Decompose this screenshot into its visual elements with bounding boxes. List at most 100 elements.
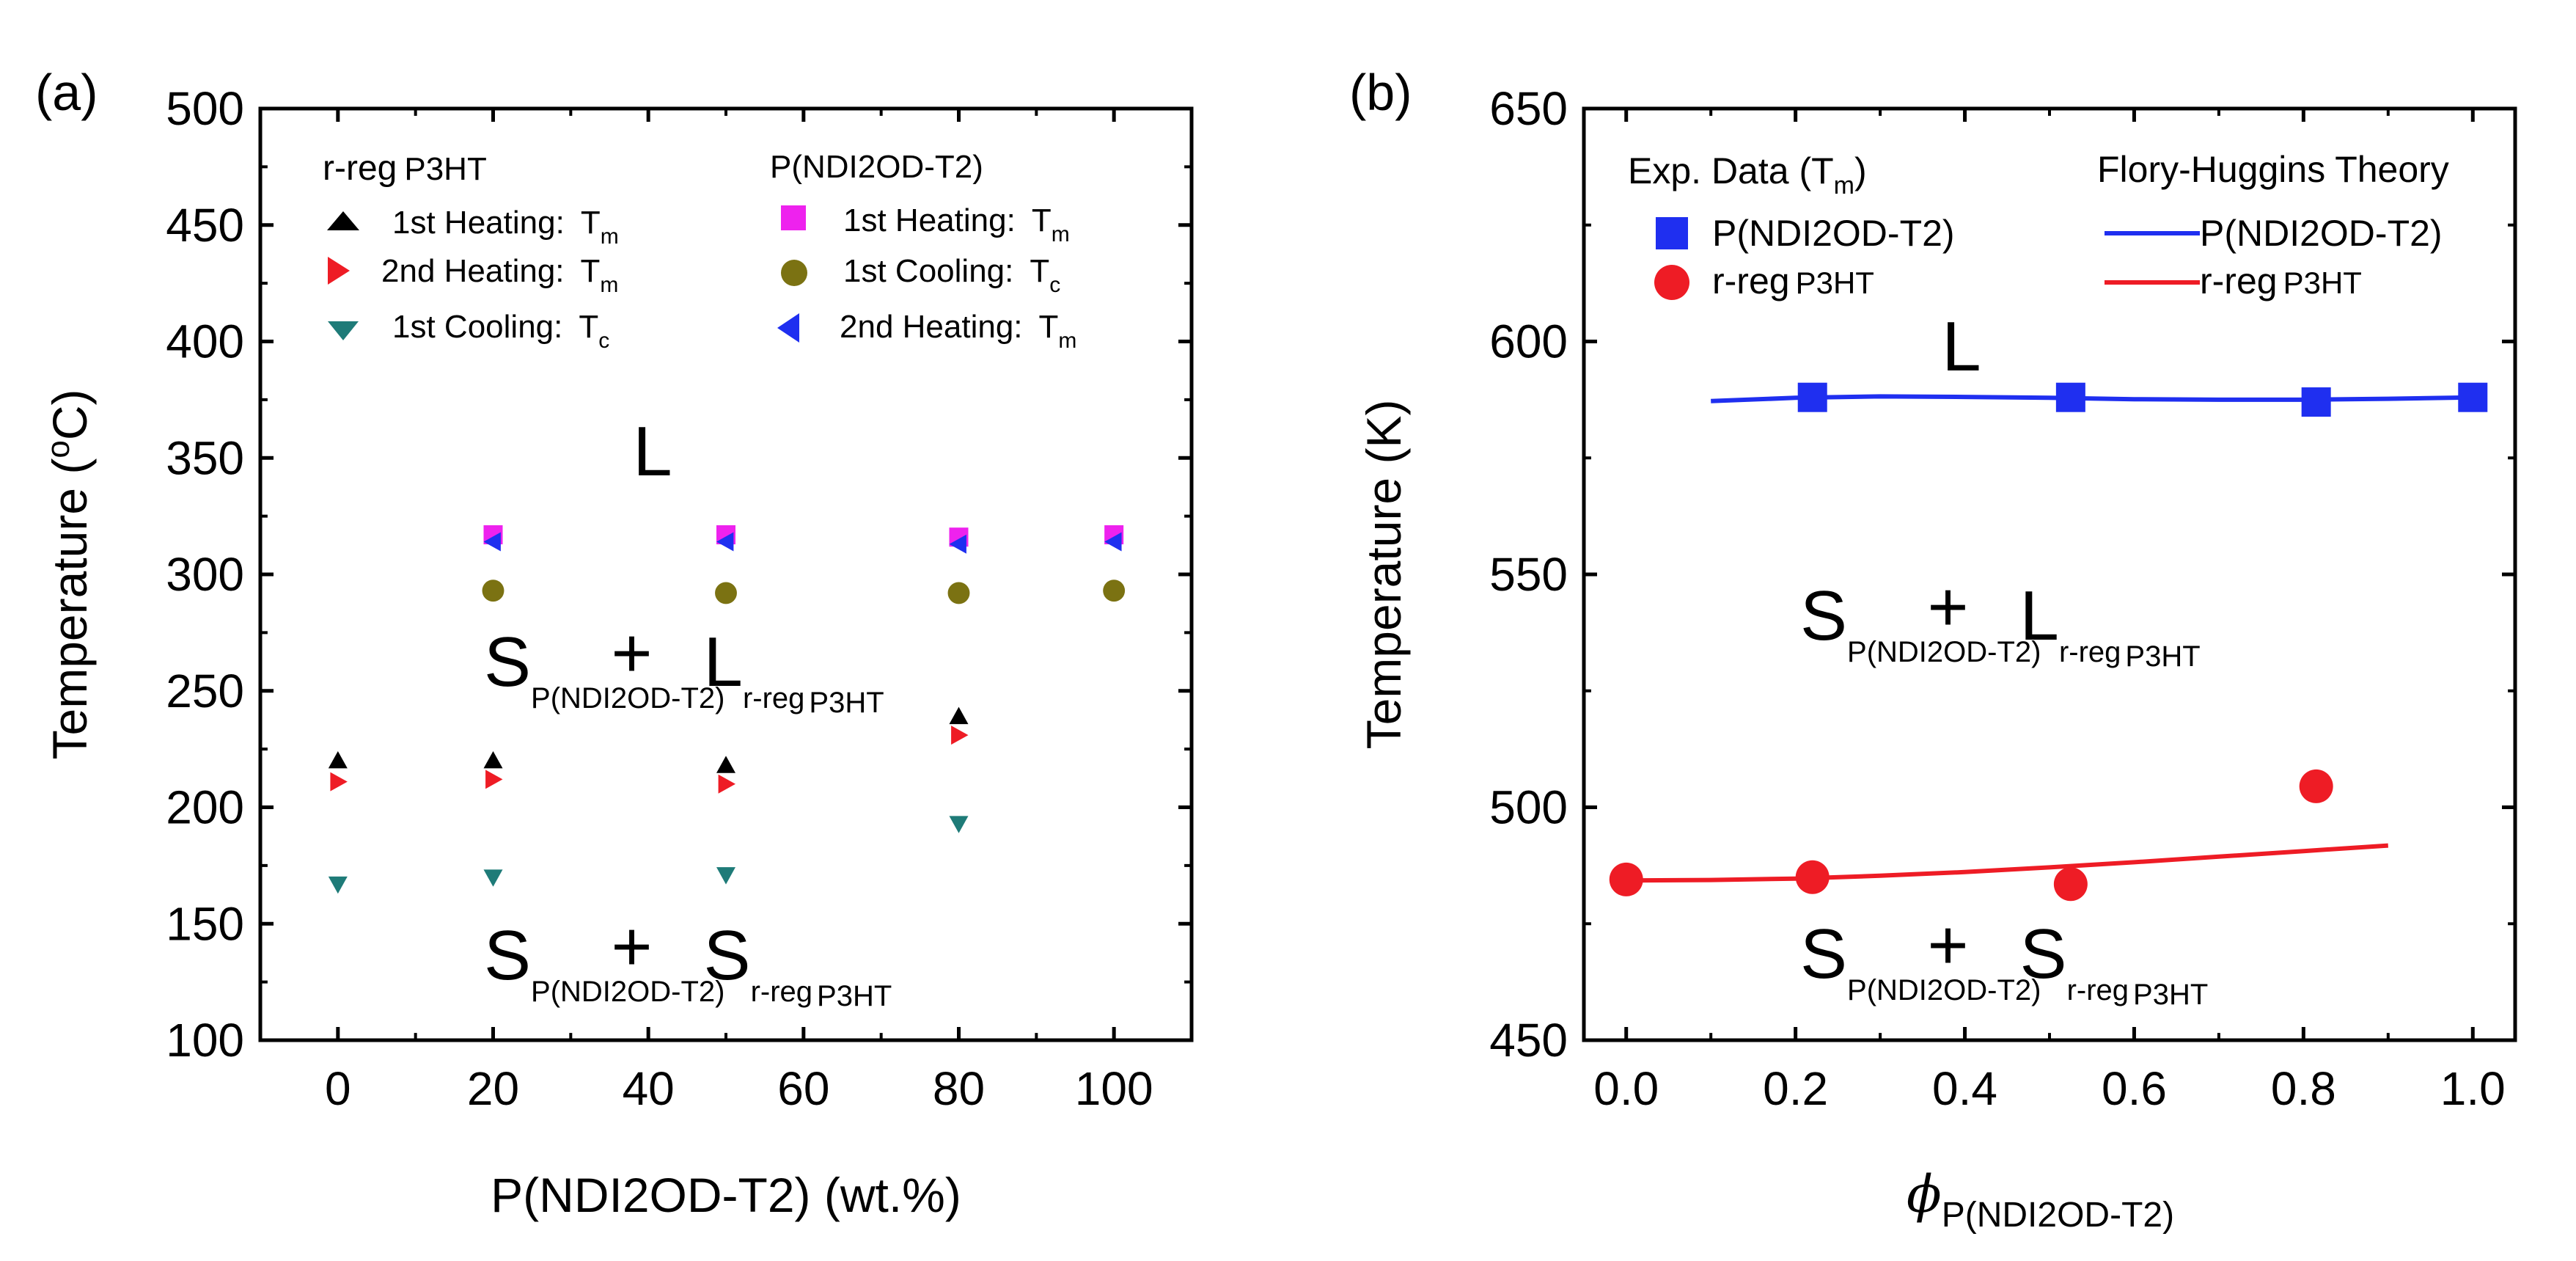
data-point-a-series-4 bbox=[1103, 580, 1126, 602]
panel-b-legend: Exp. Data (Tm) Flory-Huggins Theory P(ND… bbox=[1628, 149, 2449, 301]
legend-title-exp-data: Exp. Data (Tm) bbox=[1628, 150, 1867, 200]
legend-marker-triangle-right bbox=[328, 257, 350, 285]
panel-a-x-axis-label: P(NDI2OD-T2) (wt.%) bbox=[491, 1168, 961, 1222]
panel-b-x-axis-label: ϕP(NDI2OD-T2) bbox=[1907, 1164, 2174, 1235]
legend-marker-triangle-up bbox=[327, 211, 359, 230]
panel-a-ticks bbox=[260, 106, 1192, 1042]
legend-marker-circle-p3ht bbox=[1654, 265, 1689, 300]
data-point-a-series-4 bbox=[482, 580, 504, 602]
data-point-a-series-2 bbox=[328, 876, 348, 894]
panel-a-label: (a) bbox=[35, 64, 98, 121]
legend-marker-square-ndi bbox=[1656, 217, 1688, 249]
y-tick-label: 350 bbox=[166, 431, 244, 484]
panel-a-region-labels: L SP(NDI2OD-T2)+ Lr-reg P3HT SP(NDI2OD-T2)… bbox=[484, 412, 892, 1012]
legend-title-flory-huggins: Flory-Huggins Theory bbox=[2097, 149, 2449, 190]
legend-entry-p3ht-1st-heating: 1st Heating: Tm bbox=[392, 205, 619, 249]
data-point-a-series-5 bbox=[1104, 532, 1122, 552]
panel-b-chart: (b) 0.0 0.2 0.4 0.6 0.8 1.0 450 500 550 600 650 ϕ… bbox=[1349, 64, 2517, 1235]
data-point-a-series-1 bbox=[485, 770, 503, 789]
legend-entry-ndi-1st-cooling: 1st Cooling: Tc bbox=[843, 253, 1060, 297]
legend-group-title-p3ht: r-reg P3HT bbox=[323, 149, 487, 188]
region-label-liquid: L bbox=[633, 412, 672, 491]
data-point-a-series-0 bbox=[949, 706, 969, 725]
panel-a-y-tick-labels: 100 150 200 250 300 350 400 450 500 bbox=[166, 82, 244, 1067]
theory-line-1 bbox=[1626, 843, 2388, 883]
y-tick-label: 200 bbox=[166, 781, 244, 834]
x-tick-label: 0.0 bbox=[1593, 1062, 1659, 1115]
y-tick-label: 250 bbox=[166, 665, 244, 717]
data-point-a-series-0 bbox=[328, 751, 348, 769]
data-point-a-series-1 bbox=[951, 725, 969, 745]
legend-marker-circle bbox=[781, 260, 807, 286]
panel-b-y-axis-label: Temperature (K) bbox=[1357, 400, 1411, 750]
data-point-a-series-2 bbox=[716, 867, 735, 885]
region-label-s-plus-s: SP(NDI2OD-T2)+ Sr-reg P3HT bbox=[484, 907, 892, 1012]
y-tick-label: 100 bbox=[166, 1014, 244, 1067]
legend-marker-square bbox=[781, 205, 806, 230]
data-point-b-series-0 bbox=[1797, 382, 1827, 412]
data-point-a-series-4 bbox=[715, 582, 737, 604]
panel-a-y-axis-label: Temperature (oC) bbox=[40, 390, 97, 760]
legend-entry-p3ht-1st-cooling: 1st Cooling: Tc bbox=[392, 309, 609, 353]
region-label-s-plus-s: SP(NDI2OD-T2)+ Sr-reg P3HT bbox=[1800, 906, 2208, 1011]
region-label-liquid: L bbox=[1942, 307, 1981, 386]
y-tick-label: 400 bbox=[166, 315, 244, 368]
y-tick-label: 150 bbox=[166, 897, 244, 950]
y-tick-label: 500 bbox=[1489, 781, 1568, 834]
panel-a-legend: r-reg P3HT P(NDI2OD-T2) 1st Heating: Tm 2n… bbox=[323, 149, 1076, 353]
data-point-a-series-1 bbox=[330, 772, 348, 792]
data-point-b-series-0 bbox=[2301, 387, 2331, 417]
panel-b-label: (b) bbox=[1349, 64, 1412, 121]
data-point-a-series-0 bbox=[716, 756, 735, 773]
data-point-a-series-4 bbox=[947, 582, 970, 604]
panel-b-ticks bbox=[1584, 106, 2515, 1042]
panel-b-x-tick-labels: 0.0 0.2 0.4 0.6 0.8 1.0 bbox=[1593, 1062, 2506, 1115]
data-point-b-series-1 bbox=[1795, 860, 1830, 894]
panel-a-chart: (a) 0 20 40 60 80 100 100 150 200 250 300 350 400 45… bbox=[35, 64, 1194, 1222]
y-tick-label: 650 bbox=[1489, 82, 1568, 135]
y-tick-label: 450 bbox=[1489, 1014, 1568, 1067]
x-tick-label: 0 bbox=[325, 1062, 351, 1115]
legend-entry-exp-ndi: P(NDI2OD-T2) bbox=[1712, 213, 1955, 254]
panel-b-theory-lines bbox=[1626, 394, 2473, 883]
x-tick-label: 1.0 bbox=[2440, 1062, 2506, 1115]
legend-marker-triangle-left bbox=[777, 313, 799, 343]
data-point-a-series-1 bbox=[718, 774, 735, 794]
panel-a-plot-frame bbox=[258, 106, 1194, 1042]
legend-entry-exp-p3ht: r-reg P3HT bbox=[1712, 260, 1874, 301]
x-tick-label: 0.4 bbox=[1932, 1062, 1997, 1115]
theory-line-0 bbox=[1711, 394, 2473, 403]
legend-marker-triangle-down bbox=[328, 321, 359, 340]
x-tick-label: 60 bbox=[777, 1062, 829, 1115]
x-tick-label: 0.2 bbox=[1763, 1062, 1828, 1115]
legend-entry-theory-ndi: P(NDI2OD-T2) bbox=[2200, 213, 2443, 254]
x-tick-label: 40 bbox=[623, 1062, 675, 1115]
y-tick-label: 500 bbox=[166, 82, 244, 135]
legend-entry-ndi-2nd-heating: 2nd Heating: Tm bbox=[840, 309, 1076, 353]
data-point-b-series-1 bbox=[1609, 862, 1643, 896]
data-point-a-series-5 bbox=[716, 532, 734, 552]
x-tick-label: 0.6 bbox=[2102, 1062, 2167, 1115]
data-point-b-series-0 bbox=[2458, 382, 2488, 412]
legend-group-title-ndi: P(NDI2OD-T2) bbox=[770, 149, 983, 185]
panel-b-region-labels: L SP(NDI2OD-T2)+ Lr-reg P3HT SP(NDI2OD-T2)… bbox=[1800, 307, 2208, 1011]
panel-a-x-tick-labels: 0 20 40 60 80 100 bbox=[325, 1062, 1153, 1115]
legend-entry-p3ht-2nd-heating: 2nd Heating: Tm bbox=[381, 253, 618, 297]
data-point-a-series-2 bbox=[483, 869, 503, 887]
panel-b-y-tick-labels: 450 500 550 600 650 bbox=[1489, 82, 1568, 1067]
y-tick-label: 450 bbox=[166, 199, 244, 252]
y-tick-label: 550 bbox=[1489, 548, 1568, 601]
legend-entry-ndi-1st-heating: 1st Heating: Tm bbox=[843, 202, 1070, 246]
data-point-a-series-0 bbox=[483, 751, 503, 769]
data-point-a-series-5 bbox=[949, 534, 966, 554]
x-tick-label: 20 bbox=[467, 1062, 519, 1115]
data-point-a-series-5 bbox=[483, 532, 501, 552]
panel-b-data-points bbox=[1609, 382, 2488, 902]
y-tick-label: 300 bbox=[166, 548, 244, 601]
data-point-a-series-2 bbox=[949, 816, 969, 833]
region-label-s-plus-l: SP(NDI2OD-T2)+ Lr-reg P3HT bbox=[484, 614, 884, 719]
data-point-b-series-0 bbox=[2055, 382, 2085, 412]
y-tick-label: 600 bbox=[1489, 315, 1568, 368]
region-label-s-plus-l: SP(NDI2OD-T2)+ Lr-reg P3HT bbox=[1800, 568, 2201, 673]
